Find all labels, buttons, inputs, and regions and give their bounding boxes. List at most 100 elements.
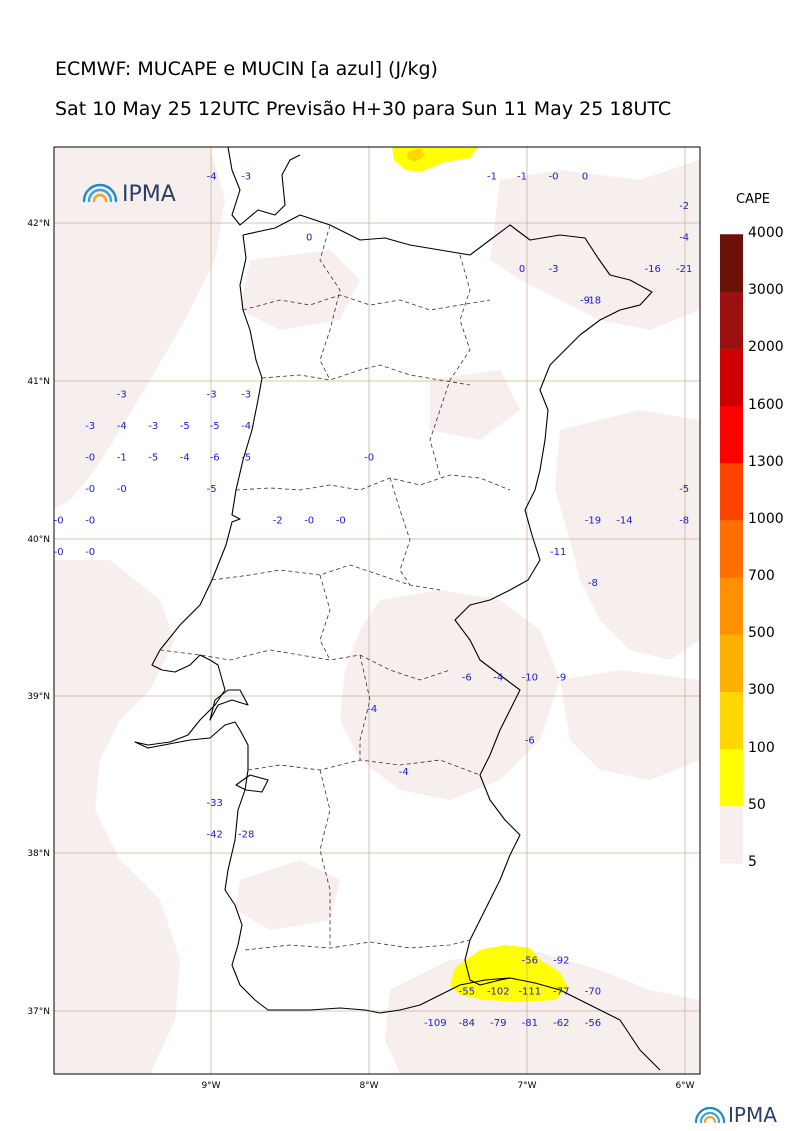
cin-value-label: -84 [459,1018,475,1029]
cin-value-label: -0 [336,515,346,526]
cin-value-label: -19 [585,515,601,526]
cin-value-label: -16 [645,264,661,275]
cape-patch [430,370,520,440]
district-boundary [319,574,331,661]
cin-value-label: -10 [522,673,538,684]
cin-value-label: -14 [616,515,632,526]
cape-patch [560,670,700,780]
x-tick-labels: 9°W 8°W 7°W 6°W [201,1081,694,1091]
cin-value-label: -2 [679,201,689,212]
cin-value-label: -2 [273,515,283,526]
cin-value-label: -4 [180,453,190,464]
portugal-coastline [134,234,536,1014]
colorbar-bin [720,291,743,349]
cin-value-label: -3 [117,390,127,401]
cape-patch [54,560,180,1074]
colorbar-bin [720,577,743,635]
sado-estuary [235,774,269,793]
x-tick-label: 6°W [675,1081,694,1091]
y-tick-labels: 42°N 41°N 40°N 39°N 38°N 37°N [27,219,50,1017]
colorbar-level-label: 1600 [748,396,784,413]
cape-patch [54,147,225,510]
cin-value-label: -5 [207,484,217,495]
cin-value-label: -6 [210,453,220,464]
district-boundary [211,564,441,591]
cin-value-label: -4 [399,767,409,778]
cin-value-label: -0 [85,547,95,558]
cin-value-label: -0 [85,515,95,526]
district-boundary [389,477,411,586]
colorbar-level-label: 300 [748,682,775,699]
chart-subtitle: Sat 10 May 25 12UTC Previsão H+30 para S… [55,98,672,120]
cin-value-label: -0 [85,484,95,495]
tagus-estuary [209,689,249,721]
cape-orange-north [407,148,425,162]
cin-value-label: -0 [117,484,127,495]
cin-value-label: -79 [490,1018,506,1029]
cin-value-label: -3 [85,421,95,432]
cin-value-label: -6 [462,673,472,684]
ipma-logo: IPMA [82,182,176,207]
cape-yellow-south [450,945,568,1002]
cin-value-label: -4 [367,704,377,715]
cin-value-label: -18 [585,295,601,306]
cin-value-label: -4 [679,233,689,244]
cin-value-label: -0 [54,515,64,526]
district-boundary [319,769,331,948]
cin-value-label: -33 [207,798,223,809]
district-boundary [235,474,511,491]
cin-value-label: -4 [207,171,217,182]
colorbar-bin [720,348,743,407]
cape-patch [235,860,340,930]
cin-value-label: -102 [487,987,510,998]
colorbar-level-label: 2000 [748,339,784,356]
district-boundary [261,364,471,386]
colorbar-level-label: 5 [748,854,757,870]
cin-value-label: -6 [525,735,535,746]
cin-value-label: -77 [553,987,569,998]
cape-patch [240,250,360,330]
cin-value-label: -111 [518,987,541,998]
spain-andalusia-coast [534,982,661,1071]
cin-value-label: -0 [364,453,374,464]
cin-value-label: -21 [676,264,692,275]
colorbar-level-label: 500 [748,625,775,642]
district-boundary [319,224,341,381]
cin-value-label: -1 [517,171,527,182]
coastlines [134,147,661,1071]
cin-value-label: -0 [549,171,559,182]
cin-value-label: -81 [522,1018,538,1029]
cin-value-label: -28 [238,830,254,841]
cin-value-label: -4 [117,421,127,432]
footer-ipma-logo-text: IPMA [728,1103,777,1127]
cin-value-label: -8 [679,515,689,526]
colorbar-level-label: 3000 [748,282,784,299]
y-tick-label: 41°N [27,377,50,387]
cin-value-label: -5 [210,421,220,432]
x-tick-label: 8°W [359,1081,378,1091]
colorbar-level-label: 100 [748,739,775,756]
colorbar-level-label: 4000 [748,225,784,241]
cin-value-label: 0 [582,171,588,182]
colorbar-bin [720,519,743,578]
cape-shading [54,147,700,1074]
district-boundary [159,649,451,681]
colorbar-bin [720,405,743,464]
cape-patch [340,590,560,800]
portugal-spain-border [242,214,653,986]
colorbar-bin [720,805,743,864]
cin-value-label: -5 [679,484,689,495]
footer-ipma-logo: IPMA [694,1103,777,1127]
cin-value-label: -3 [148,421,158,432]
ipma-logo-text: IPMA [122,182,176,207]
colorbar-title: CAPE [736,192,771,207]
cin-value-label: -62 [553,1018,569,1029]
colorbar-bin [720,234,743,292]
cape-colorbar [720,233,743,864]
chart-title: ECMWF: MUCAPE e MUCIN [a azul] (J/kg) [55,58,438,80]
colorbar-level-label: 50 [748,796,766,813]
ipma-logo-icon [82,183,118,203]
cin-value-label: -4 [241,421,251,432]
cin-value-label: -5 [148,453,158,464]
